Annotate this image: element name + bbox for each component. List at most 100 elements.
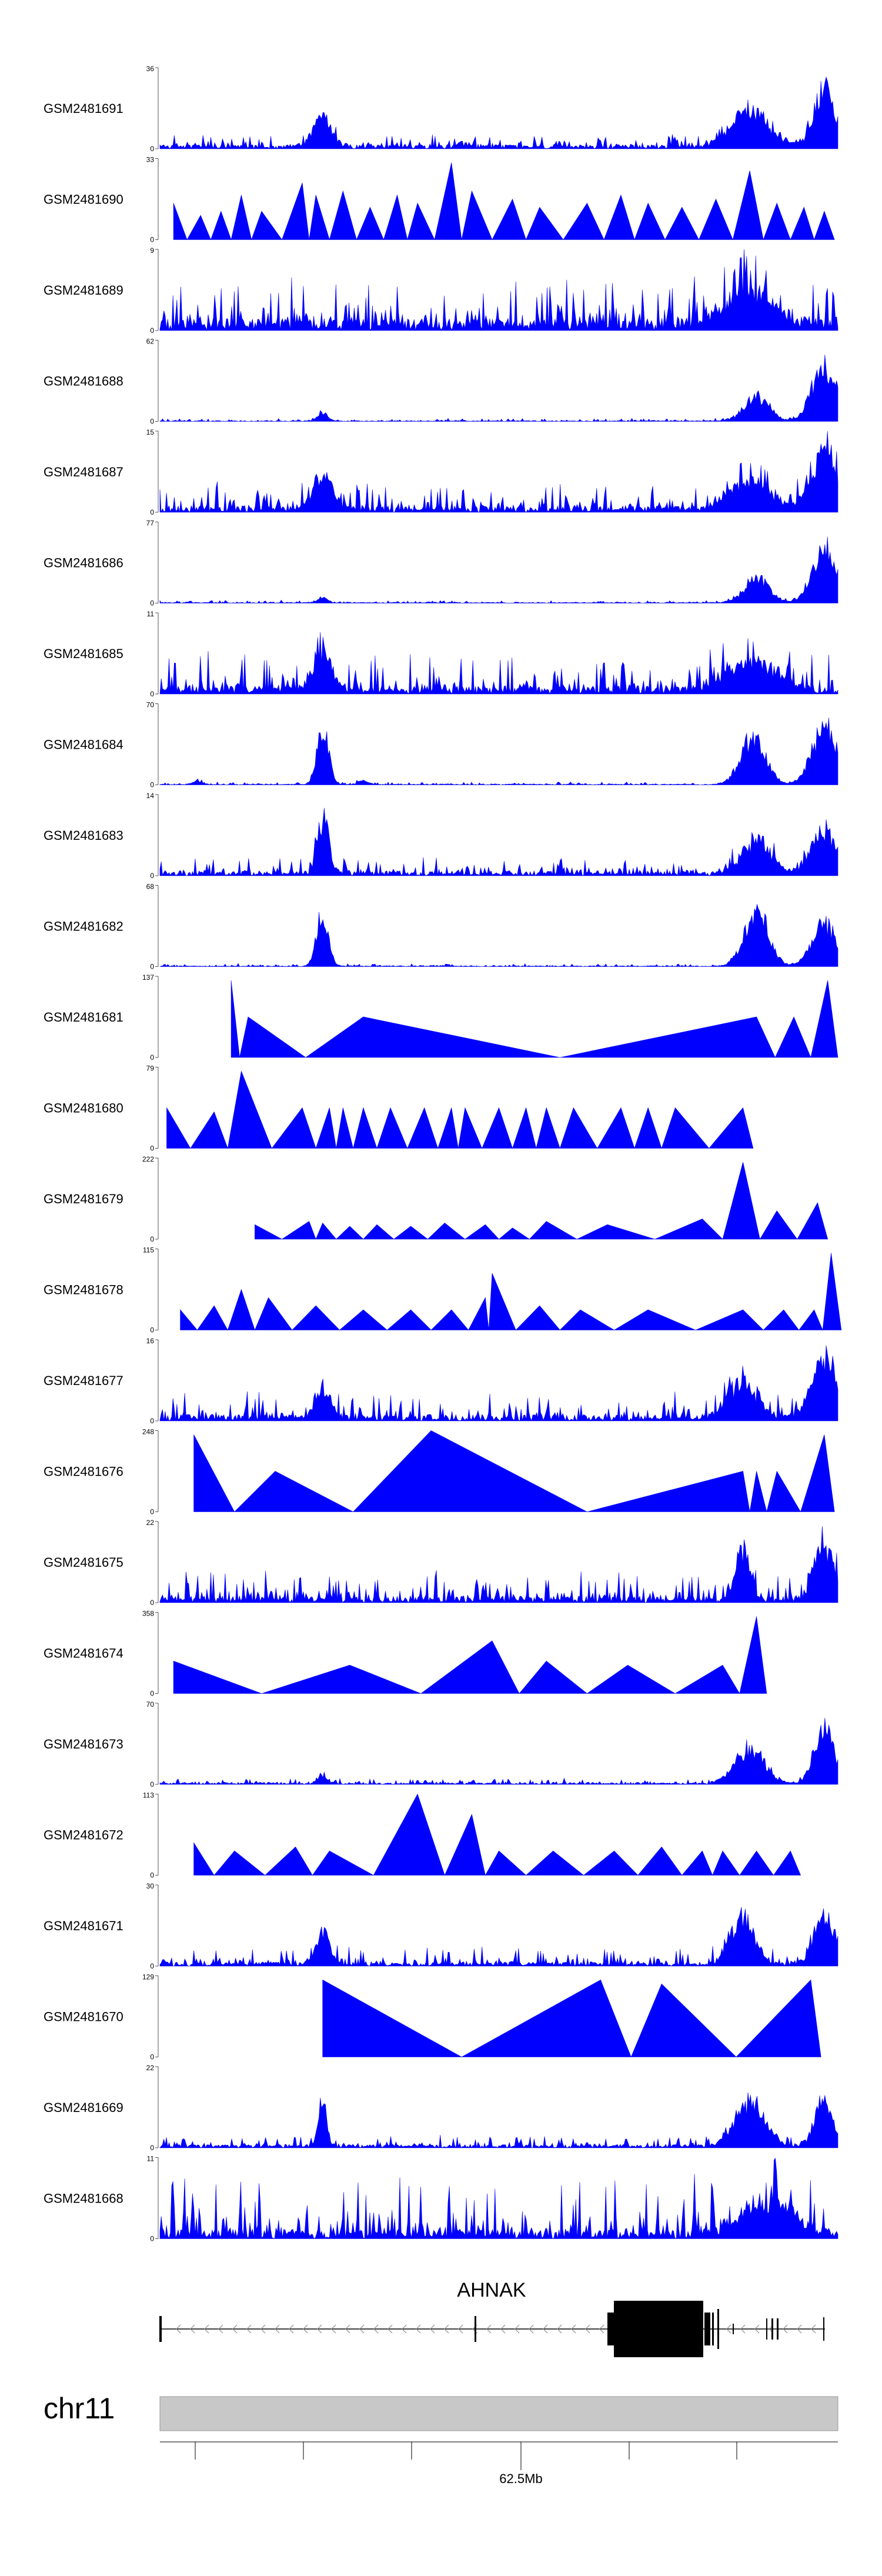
strand-chevron — [317, 2324, 322, 2334]
track-label-GSM2481689: GSM2481689 — [44, 283, 123, 298]
y-max-label-GSM2481679: 222 — [142, 1155, 154, 1163]
track-label-GSM2481673: GSM2481673 — [44, 1737, 123, 1751]
signal-area-GSM2481687 — [159, 431, 838, 513]
track-label-GSM2481671: GSM2481671 — [44, 1918, 123, 1933]
y-min-label-GSM2481686: 0 — [150, 599, 154, 608]
y-max-label-GSM2481671: 30 — [146, 1882, 155, 1890]
strand-chevron — [444, 2324, 449, 2334]
signal-area-GSM2481677 — [159, 1345, 838, 1422]
strand-chevron — [543, 2324, 548, 2334]
y-min-label-GSM2481689: 0 — [150, 326, 154, 335]
strand-chevron — [740, 2324, 746, 2334]
strand-chevron — [275, 2324, 280, 2334]
strand-chevron — [514, 2324, 520, 2334]
y-max-label-GSM2481677: 16 — [146, 1337, 155, 1345]
y-max-label-GSM2481686: 77 — [146, 519, 155, 528]
strand-chevron — [599, 2324, 604, 2334]
y-min-label-GSM2481672: 0 — [150, 1871, 154, 1880]
y-max-label-GSM2481689: 9 — [150, 246, 154, 255]
strand-chevron — [500, 2324, 506, 2334]
signal-area-GSM2481685 — [159, 632, 838, 695]
y-min-label-GSM2481669: 0 — [150, 2144, 154, 2152]
track-label-GSM2481684: GSM2481684 — [44, 738, 123, 752]
signal-area-GSM2481674 — [173, 1616, 767, 1694]
gene-name-label: AHNAK — [457, 2279, 526, 2301]
signal-area-GSM2481684 — [159, 718, 838, 785]
gene-exon — [607, 2313, 616, 2345]
gene-exon — [475, 2316, 476, 2342]
track-label-GSM2481681: GSM2481681 — [44, 1010, 123, 1025]
track-label-GSM2481679: GSM2481679 — [44, 1192, 123, 1206]
y-min-label-GSM2481688: 0 — [150, 418, 154, 426]
strand-chevron — [359, 2324, 365, 2334]
chromosome-label: chr11 — [44, 2392, 115, 2425]
signal-area-GSM2481689 — [159, 249, 838, 331]
gene-exon — [704, 2313, 710, 2345]
signal-area-GSM2481671 — [159, 1907, 838, 1967]
signal-area-GSM2481673 — [159, 1717, 838, 1785]
gene-exon — [159, 2316, 162, 2342]
y-min-label-GSM2481683: 0 — [150, 872, 154, 880]
y-min-label-GSM2481668: 0 — [150, 2235, 154, 2243]
signal-area-GSM2481678 — [180, 1253, 842, 1331]
track-label-GSM2481691: GSM2481691 — [44, 101, 123, 116]
track-label-GSM2481672: GSM2481672 — [44, 1828, 123, 1843]
strand-chevron — [232, 2324, 238, 2334]
gene-exon — [777, 2318, 779, 2340]
signal-area-GSM2481683 — [159, 807, 838, 876]
y-min-label-GSM2481681: 0 — [150, 1053, 154, 1062]
gene-exon-large — [614, 2301, 703, 2357]
y-min-label-GSM2481685: 0 — [150, 690, 154, 698]
strand-chevron — [585, 2324, 590, 2334]
y-min-label-GSM2481676: 0 — [150, 1508, 154, 1516]
strand-chevron — [373, 2324, 379, 2334]
y-max-label-GSM2481670: 129 — [142, 1973, 154, 1981]
strand-chevron — [416, 2324, 421, 2334]
strand-chevron — [402, 2324, 407, 2334]
y-max-label-GSM2481682: 68 — [146, 883, 155, 891]
track-label-GSM2481670: GSM2481670 — [44, 2010, 123, 2024]
track-label-GSM2481683: GSM2481683 — [44, 828, 123, 843]
y-min-label-GSM2481679: 0 — [150, 1235, 154, 1243]
y-min-label-GSM2481674: 0 — [150, 1690, 154, 1698]
chromosome-ideogram — [159, 2396, 838, 2431]
signal-area-GSM2481679 — [255, 1162, 828, 1240]
strand-chevron — [289, 2324, 294, 2334]
y-max-label-GSM2481688: 62 — [146, 338, 155, 346]
track-label-GSM2481680: GSM2481680 — [44, 1101, 123, 1116]
strand-chevron — [345, 2324, 350, 2334]
gene-exon — [733, 2324, 734, 2334]
track-label-GSM2481677: GSM2481677 — [44, 1373, 123, 1388]
signal-area-GSM2481675 — [159, 1526, 838, 1603]
strand-chevron — [260, 2324, 266, 2334]
signal-area-GSM2481681 — [230, 980, 838, 1058]
y-max-label-GSM2481690: 33 — [146, 156, 155, 164]
strand-chevron — [387, 2324, 393, 2334]
strand-chevron — [190, 2324, 195, 2334]
track-label-GSM2481687: GSM2481687 — [44, 465, 123, 479]
track-label-GSM2481686: GSM2481686 — [44, 556, 123, 570]
y-max-label-GSM2481678: 115 — [143, 1246, 154, 1254]
y-max-label-GSM2481687: 15 — [146, 428, 155, 436]
y-min-label-GSM2481670: 0 — [150, 2053, 154, 2061]
y-max-label-GSM2481669: 22 — [146, 2064, 155, 2072]
track-label-GSM2481688: GSM2481688 — [44, 374, 123, 389]
strand-chevron — [486, 2324, 492, 2334]
y-min-label-GSM2481687: 0 — [150, 508, 154, 516]
track-label-GSM2481675: GSM2481675 — [44, 1555, 123, 1570]
y-max-label-GSM2481675: 22 — [146, 1519, 155, 1527]
track-label-GSM2481685: GSM2481685 — [44, 646, 123, 661]
signal-area-GSM2481680 — [166, 1070, 754, 1149]
y-max-label-GSM2481691: 36 — [146, 65, 155, 73]
strand-chevron — [754, 2324, 760, 2334]
strand-chevron — [529, 2324, 534, 2334]
track-label-GSM2481669: GSM2481669 — [44, 2100, 123, 2115]
track-label-GSM2481676: GSM2481676 — [44, 1464, 123, 1479]
gene-exon — [771, 2318, 773, 2340]
y-min-label-GSM2481678: 0 — [150, 1326, 154, 1334]
y-max-label-GSM2481684: 70 — [146, 701, 155, 709]
y-min-label-GSM2481671: 0 — [150, 1962, 154, 1970]
track-label-GSM2481682: GSM2481682 — [44, 919, 123, 934]
y-max-label-GSM2481681: 137 — [142, 973, 154, 982]
